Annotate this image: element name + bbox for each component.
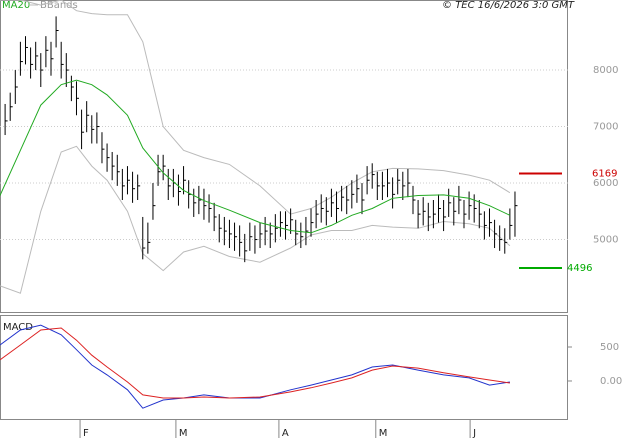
x-tick-label: J — [472, 428, 476, 439]
source: © TEC 16/6/2026 3:0 GMT — [442, 0, 575, 11]
y-tick-label: 8000 — [593, 65, 618, 76]
level-label: 6169 — [592, 169, 617, 180]
y-tick-label: 500 — [600, 342, 619, 353]
x-tick-label: M — [379, 428, 388, 439]
bband-lower — [0, 145, 511, 294]
macd-title: MACD — [3, 322, 33, 333]
level-label: 4496 — [567, 263, 592, 274]
y-tick-label: 6000 — [593, 178, 618, 189]
legend-ma20: MA20 — [2, 0, 30, 11]
macd-panel — [0, 315, 568, 420]
y-tick-label: 5000 — [593, 235, 618, 246]
legend-bbands: BBands — [40, 0, 78, 11]
bband-upper — [0, 0, 511, 215]
ma20-line — [0, 79, 511, 234]
macd-line — [0, 327, 510, 399]
y-tick-label: 0.00 — [600, 376, 622, 387]
price-panel — [0, 0, 568, 313]
x-tick-label: M — [179, 428, 188, 439]
x-tick-label: F — [83, 428, 89, 439]
x-tick-label: A — [282, 428, 289, 439]
y-tick-label: 7000 — [593, 122, 618, 133]
